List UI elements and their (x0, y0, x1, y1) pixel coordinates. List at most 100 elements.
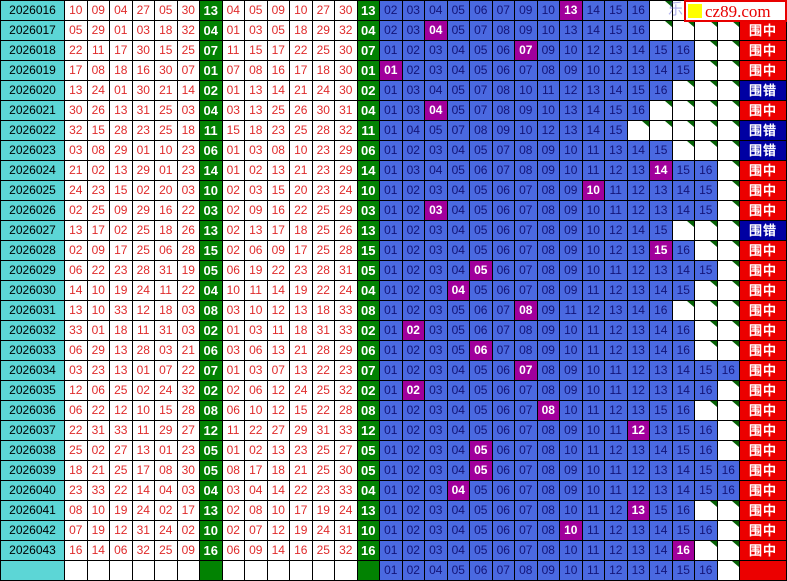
blue-ball-cell: 02 (199, 320, 223, 341)
sorted-number-cell: 15 (266, 180, 290, 201)
pred-number-cell: 13 (626, 60, 650, 81)
blue-ball-cell: 13 (199, 500, 223, 521)
pred-number-cell: 01 (379, 40, 403, 61)
trend-row: 2026021 30 26 13 31 25 03 04 03 13 25 26 30 31 04 01 03 0… (0, 100, 787, 121)
draw-number-cell: 14 (131, 480, 155, 501)
pred-number-cell: 16 (694, 560, 718, 581)
pred-number-cell: 06 (491, 400, 515, 421)
pred-number-cell: 04 (446, 180, 470, 201)
pred-number-cell: 07 (514, 280, 538, 301)
result-cell: 围中 (739, 440, 787, 461)
draw-number-cell: 15 (109, 180, 133, 201)
pred-number-cell: 01 (379, 420, 403, 441)
sorted-number-cell: 33 (334, 300, 358, 321)
pred-number-cell: 13 (626, 240, 650, 261)
excluded-cell (694, 40, 718, 61)
pred-number-cell: 09 (559, 420, 583, 441)
blue-ball-cell: 05 (356, 440, 380, 461)
pred-number-cell: 15 (649, 500, 673, 521)
pred-number-cell: 15 (694, 480, 718, 501)
sorted-number-cell: 33 (334, 420, 358, 441)
excluded-cell (694, 500, 718, 521)
trend-row: 01 02 04 05 06 07 08 09 10 11 12 13 14 15 16 (0, 560, 787, 581)
pred-number-cell: 05 (469, 380, 493, 401)
pred-number-cell: 15 (604, 20, 628, 41)
sorted-number-cell: 32 (334, 20, 358, 41)
pred-number-cell: 02 (401, 220, 425, 241)
sorted-number-cell: 13 (244, 80, 268, 101)
hit-number-cell: 03 (424, 200, 448, 221)
result-cell: 围中 (739, 200, 787, 221)
blue-ball-cell: 14 (356, 160, 380, 181)
blue-ball-cell: 10 (356, 180, 380, 201)
sorted-number-cell: 18 (311, 60, 335, 81)
pred-number-cell: 01 (379, 180, 403, 201)
pred-number-cell: 12 (604, 280, 628, 301)
pred-number-cell: 04 (446, 440, 470, 461)
pred-number-cell: 16 (716, 480, 740, 501)
pred-number-cell: 15 (694, 200, 718, 221)
pred-number-cell: 06 (469, 560, 493, 581)
draw-number-cell: 26 (86, 100, 110, 121)
sorted-number-cell: 05 (244, 0, 268, 21)
trend-row: 2026040 23 33 22 14 04 03 04 03 04 14 22 23 33 04 01 02 0… (0, 480, 787, 501)
sorted-number-cell (311, 560, 335, 581)
period-cell: 2026038 (0, 440, 65, 461)
blue-ball-cell: 14 (199, 160, 223, 181)
excluded-cell (716, 320, 740, 341)
excluded-cell (716, 220, 740, 241)
sorted-number-cell: 21 (289, 340, 313, 361)
draw-number-cell: 23 (131, 120, 155, 141)
draw-number-cell: 19 (109, 280, 133, 301)
watermark-site-text[interactable]: cz89.com (705, 1, 771, 21)
sorted-number-cell: 15 (244, 40, 268, 61)
sorted-number-cell: 03 (244, 140, 268, 161)
hit-number-cell: 02 (401, 380, 425, 401)
draw-number-cell: 30 (64, 100, 88, 121)
draw-number-cell: 02 (131, 180, 155, 201)
sorted-number-cell (244, 560, 268, 581)
pred-number-cell: 11 (581, 400, 605, 421)
sorted-number-cell: 23 (266, 120, 290, 141)
draw-number-cell: 23 (176, 140, 200, 161)
pred-number-cell: 01 (379, 480, 403, 501)
sorted-number-cell: 26 (289, 100, 313, 121)
pred-number-cell: 03 (424, 140, 448, 161)
pred-number-cell: 06 (491, 220, 515, 241)
draw-number-cell (176, 560, 200, 581)
sorted-number-cell: 02 (221, 220, 245, 241)
pred-number-cell: 02 (401, 560, 425, 581)
pred-number-cell: 14 (581, 120, 605, 141)
pred-number-cell: 07 (491, 140, 515, 161)
pred-number-cell: 11 (581, 320, 605, 341)
excluded-cell (716, 200, 740, 221)
sorted-number-cell: 26 (334, 220, 358, 241)
pred-number-cell: 03 (424, 300, 448, 321)
pred-number-cell: 01 (379, 80, 403, 101)
pred-number-cell: 14 (649, 60, 673, 81)
period-cell: 2026030 (0, 280, 65, 301)
pred-number-cell: 13 (649, 420, 673, 441)
trend-row: 2026024 21 02 13 29 01 23 14 01 02 13 21 23 29 14 01 03 0… (0, 160, 787, 181)
trend-row: 2026026 02 25 09 29 16 22 03 02 09 16 22 25 29 03 01 02 0… (0, 200, 787, 221)
sorted-number-cell: 18 (289, 20, 313, 41)
pred-number-cell: 13 (626, 520, 650, 541)
draw-number-cell: 32 (176, 380, 200, 401)
watermark-badge[interactable]: cz89.com (684, 0, 787, 22)
sorted-number-cell: 22 (289, 40, 313, 61)
sorted-number-cell: 07 (244, 520, 268, 541)
pred-number-cell: 14 (671, 360, 695, 381)
pred-number-cell: 03 (424, 520, 448, 541)
sorted-number-cell: 14 (266, 480, 290, 501)
pred-number-cell: 07 (514, 460, 538, 481)
period-cell: 2026023 (0, 140, 65, 161)
pred-number-cell: 05 (446, 560, 470, 581)
pred-number-cell: 13 (604, 300, 628, 321)
excluded-cell (694, 300, 718, 321)
draw-number-cell: 15 (86, 120, 110, 141)
draw-number-cell: 09 (109, 200, 133, 221)
draw-number-cell: 13 (109, 360, 133, 381)
pred-number-cell: 12 (604, 240, 628, 261)
pred-number-cell: 10 (536, 100, 560, 121)
blue-ball-cell: 13 (356, 500, 380, 521)
